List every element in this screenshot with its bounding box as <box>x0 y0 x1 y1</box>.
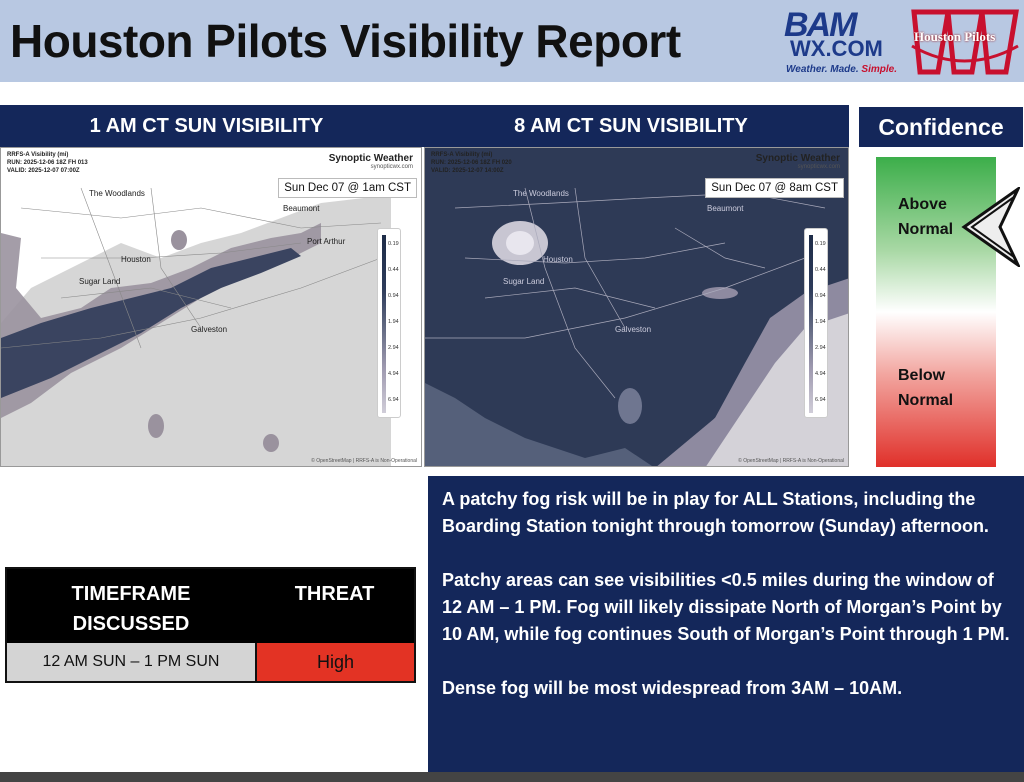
map-2-panel: RRFS-A Visibility (mi) RUN: 2025-12-06 1… <box>424 147 849 467</box>
map-2-city-label: Sugar Land <box>503 277 545 286</box>
legend-value: 2.94 <box>388 345 399 351</box>
map-1-city-label: The Woodlands <box>89 189 145 198</box>
map-2-date-label: Sun Dec 07 @ 8am CST <box>705 178 844 198</box>
map-2-city-label: Beaumont <box>707 204 744 213</box>
map-1-synoptic-brand: Synoptic Weather synopticwx.com <box>328 153 413 170</box>
map-2-attribution: © OpenStreetMap | RRFS-A is Non-Operatio… <box>738 458 844 464</box>
page-title: Houston Pilots Visibility Report <box>10 15 681 67</box>
legend-value: 0.44 <box>815 267 826 273</box>
map-2-header: 8 AM CT SUN VISIBILITY <box>413 105 849 147</box>
threat-column-header: THREAT <box>294 583 375 605</box>
legend-value: 0.19 <box>815 241 826 247</box>
bam-logo-tagline: Weather. Made. Simple. <box>786 64 897 75</box>
bam-logo-wordmark: BAM <box>784 6 857 44</box>
header-banner: Houston Pilots Visibility Report BAM WX.… <box>0 0 1024 82</box>
threat-table: TIMEFRAME DISCUSSED THREAT 12 AM SUN – 1… <box>5 567 416 683</box>
bam-logo-domain: WX.COM <box>790 36 883 61</box>
map-2-info: RRFS-A Visibility (mi) RUN: 2025-12-06 1… <box>431 152 512 174</box>
discussion-panel: A patchy fog risk will be in play for AL… <box>428 476 1024 772</box>
discussion-paragraph: Dense fog will be most widespread from 3… <box>442 678 903 698</box>
map-2-synoptic-brand: Synoptic Weather synopticwx.com <box>755 153 840 170</box>
map-1-city-label: Galveston <box>191 325 228 334</box>
discussion-paragraph: A patchy fog risk will be in play for AL… <box>442 489 989 536</box>
confidence-header: Confidence <box>859 107 1023 147</box>
map-1-legend: 0.19 0.44 0.94 1.94 2.94 4.94 6.94 <box>377 228 401 418</box>
map-1-visibility-shading <box>1 148 421 466</box>
map-1-city-label: Houston <box>121 255 151 264</box>
timeframe-cell: 12 AM SUN – 1 PM SUN <box>7 643 255 681</box>
threat-table-header: TIMEFRAME DISCUSSED THREAT <box>7 569 414 643</box>
map-1-header: 1 AM CT SUN VISIBILITY <box>0 105 413 147</box>
map-1-city-label: Beaumont <box>283 204 320 213</box>
legend-value: 1.94 <box>815 319 826 325</box>
legend-value: 0.94 <box>815 293 826 299</box>
houston-pilots-logo-text: Houston Pilots <box>914 29 996 44</box>
map-2-legend: 0.19 0.44 0.94 1.94 2.94 4.94 6.94 <box>804 228 828 418</box>
confidence-gradient-bar <box>876 157 996 467</box>
map-1-city-label: Sugar Land <box>79 277 121 286</box>
map-1-date-label: Sun Dec 07 @ 1am CST <box>278 178 417 198</box>
map-2-visibility-shading <box>425 148 848 466</box>
legend-value: 0.94 <box>388 293 399 299</box>
legend-value: 6.94 <box>388 397 399 403</box>
legend-value: 0.19 <box>388 241 399 247</box>
map-2-city-label: Galveston <box>615 325 652 334</box>
confidence-pointer-icon <box>961 187 1020 267</box>
timeframe-column-header: TIMEFRAME DISCUSSED <box>71 583 191 635</box>
map-1-attribution: © OpenStreetMap | RRFS-A is Non-Operatio… <box>311 458 417 464</box>
map-1-info: RRFS-A Visibility (mi) RUN: 2025-12-06 1… <box>7 152 88 174</box>
legend-value: 2.94 <box>815 345 826 351</box>
legend-value: 4.94 <box>815 371 826 377</box>
map-1-panel: RRFS-A Visibility (mi) RUN: 2025-12-06 1… <box>0 147 422 467</box>
threat-level-cell: High <box>255 643 414 681</box>
houston-pilots-logo <box>911 9 1019 75</box>
confidence-above-normal-label: Above Normal <box>898 196 954 238</box>
legend-value: 6.94 <box>815 397 826 403</box>
confidence-below-normal-label: Below Normal <box>898 367 954 409</box>
footer-strip <box>0 772 1024 782</box>
map-1-city-label: Port Arthur <box>307 237 346 246</box>
map-2-city-label: The Woodlands <box>513 189 569 198</box>
legend-value: 4.94 <box>388 371 399 377</box>
map-2-city-label: Houston <box>543 255 573 264</box>
bam-logo: BAM WX.COM Weather. Made. Simple. <box>784 8 904 78</box>
discussion-paragraph: Patchy areas can see visibilities <0.5 m… <box>442 570 1010 644</box>
legend-value: 0.44 <box>388 267 399 273</box>
legend-value: 1.94 <box>388 319 399 325</box>
